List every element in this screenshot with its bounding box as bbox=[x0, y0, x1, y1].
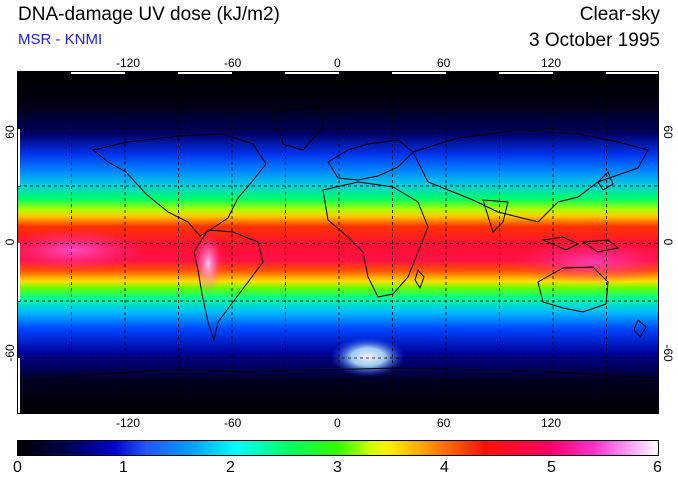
bottom-lon-tick-label: -120 bbox=[116, 416, 141, 430]
date-label: 3 October 1995 bbox=[529, 30, 660, 51]
bottom-lon-tick-label: 0 bbox=[334, 416, 341, 430]
bottom-lon-tick-label: 120 bbox=[541, 416, 562, 430]
bottom-lon-tick-label: -60 bbox=[224, 416, 242, 430]
colorbar-tick-label: 0 bbox=[13, 459, 22, 476]
colorbar bbox=[17, 440, 659, 456]
colorbar-tick-label: 3 bbox=[333, 459, 342, 476]
right-lat-tick-label: 60 bbox=[661, 125, 675, 139]
top-lon-tick-label: -60 bbox=[224, 56, 242, 70]
colorbar-tick-label: 1 bbox=[119, 459, 128, 476]
colorbar-tick-label: 2 bbox=[226, 459, 235, 476]
right-lat-tick-label: -60 bbox=[661, 344, 675, 362]
colorbar-tick-label: 4 bbox=[440, 459, 449, 476]
chart-title: DNA-damage UV dose (kJ/m2) bbox=[18, 4, 280, 25]
right-lat-tick-label: 0 bbox=[661, 238, 675, 246]
top-lon-tick-label: -120 bbox=[116, 56, 141, 70]
bottom-lon-tick-label: 60 bbox=[437, 416, 451, 430]
left-lat-tick-label: 60 bbox=[3, 125, 17, 139]
top-lon-tick-label: 60 bbox=[437, 56, 451, 70]
left-lat-tick-label: 0 bbox=[3, 238, 17, 246]
chart-subtitle: MSR - KNMI bbox=[18, 31, 103, 48]
uv-dose-map bbox=[17, 71, 659, 414]
top-lon-tick-label: 0 bbox=[334, 56, 341, 70]
colorbar-tick-label: 6 bbox=[653, 459, 662, 476]
sky-condition-label: Clear-sky bbox=[579, 4, 660, 25]
colorbar-tick-label: 5 bbox=[547, 459, 556, 476]
left-lat-tick-label: -60 bbox=[3, 344, 17, 362]
top-lon-tick-label: 120 bbox=[541, 56, 562, 70]
